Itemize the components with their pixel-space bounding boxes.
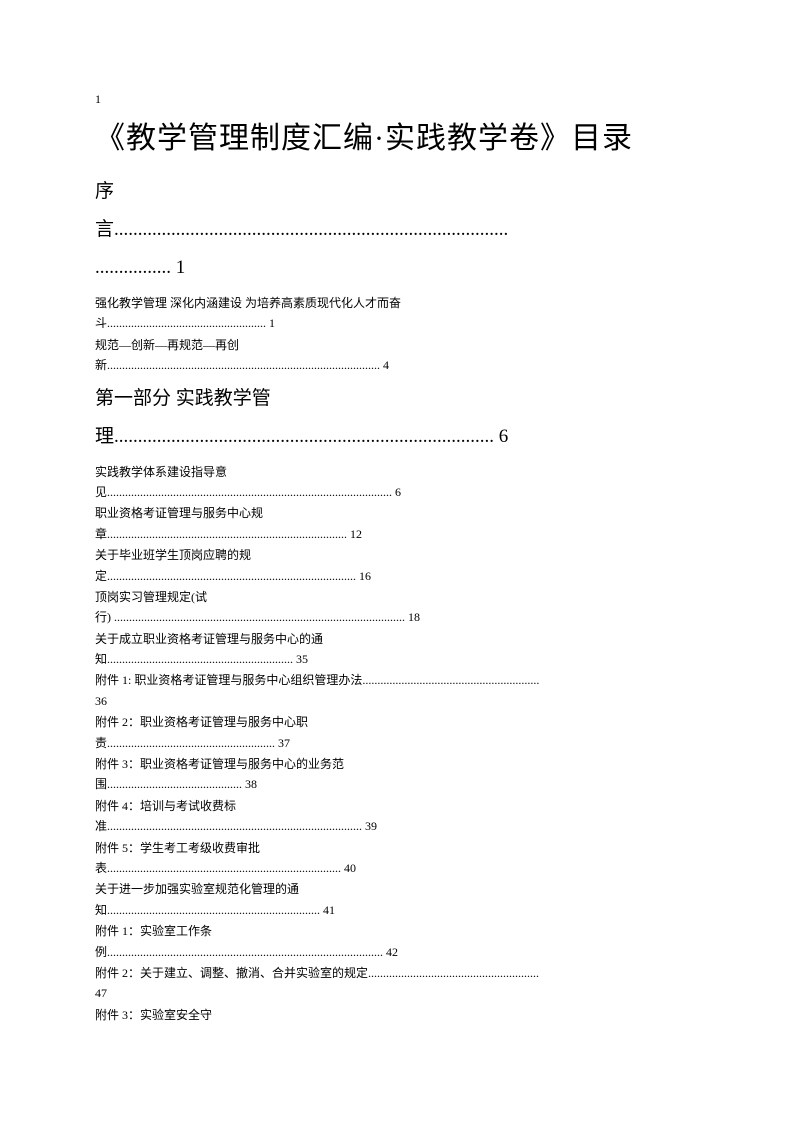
toc-line: 附件 1：实验室工作条	[95, 921, 698, 941]
toc-entry: 附件 3：职业资格考证管理与服务中心的业务范 围................…	[95, 754, 698, 795]
toc-line: 强化教学管理 深化内涵建设 为培养高素质现代化人才而奋	[95, 293, 698, 313]
toc-entry: 附件 2：职业资格考证管理与服务中心职 责...................…	[95, 712, 698, 753]
toc-line: 职业资格考证管理与服务中心规	[95, 503, 698, 523]
part1-heading-line1: 第一部分 实践教学管	[95, 380, 698, 418]
toc-entry: 职业资格考证管理与服务中心规 章........................…	[95, 503, 698, 544]
toc-line: 行) .....................................…	[95, 607, 698, 627]
toc-entry: 附件 5：学生考工考级收费审批 表.......................…	[95, 838, 698, 879]
toc-line: 36	[95, 691, 698, 711]
toc-entry: 顶岗实习管理规定(试 行) ..........................…	[95, 587, 698, 628]
toc-line: 附件 2：关于建立、调整、撤消、合并实验室的规定................…	[95, 963, 698, 983]
toc-line: 关于成立职业资格考证管理与服务中心的通	[95, 629, 698, 649]
toc-line: 顶岗实习管理规定(试	[95, 587, 698, 607]
toc-entry: 附件 2：关于建立、调整、撤消、合并实验室的规定................…	[95, 963, 698, 1004]
part1-heading-line2: 理.......................................…	[95, 418, 698, 456]
toc-line: 附件 5：学生考工考级收费审批	[95, 838, 698, 858]
preface-heading-line2: 言.......................................…	[95, 211, 698, 249]
toc-line: 例.......................................…	[95, 942, 698, 962]
toc-line: 表.......................................…	[95, 858, 698, 878]
toc-entry: 关于成立职业资格考证管理与服务中心的通 知...................…	[95, 629, 698, 670]
toc-line: 知.......................................…	[95, 649, 698, 669]
toc-entry: 关于毕业班学生顶岗应聘的规 定.........................…	[95, 545, 698, 586]
toc-line: 见.......................................…	[95, 482, 698, 502]
toc-line: 附件 1: 职业资格考证管理与服务中心组织管理办法...............…	[95, 670, 698, 690]
toc-line: 47	[95, 983, 698, 1003]
main-title: 《教学管理制度汇编·实践教学卷》目录	[95, 116, 698, 161]
toc-entry: 规范—创新—再规范—再创 新..........................…	[95, 335, 698, 376]
toc-line: 围.......................................…	[95, 774, 698, 794]
toc-line: 实践教学体系建设指导意	[95, 462, 698, 482]
preface-heading-line1: 序	[95, 173, 698, 211]
toc-line: 附件 2：职业资格考证管理与服务中心职	[95, 712, 698, 732]
toc-line: 定.......................................…	[95, 566, 698, 586]
toc-line: 关于进一步加强实验室规范化管理的通	[95, 879, 698, 899]
part1-heading: 第一部分 实践教学管 理............................…	[95, 380, 698, 456]
toc-line: 关于毕业班学生顶岗应聘的规	[95, 545, 698, 565]
toc-line: 责.......................................…	[95, 733, 698, 753]
toc-line: 知.......................................…	[95, 900, 698, 920]
toc-entry: 强化教学管理 深化内涵建设 为培养高素质现代化人才而奋 斗...........…	[95, 293, 698, 334]
toc-line: 附件 4：培训与考试收费标	[95, 796, 698, 816]
toc-entry: 附件 4：培训与考试收费标 准.........................…	[95, 796, 698, 837]
toc-line: 章.......................................…	[95, 524, 698, 544]
toc-entry: 实践教学体系建设指导意 见...........................…	[95, 462, 698, 503]
preface-heading-line3: ................ 1	[95, 249, 698, 287]
toc-entry: 附件 1：实验室工作条 例...........................…	[95, 921, 698, 962]
toc-line: 斗.......................................…	[95, 313, 698, 333]
preface-heading: 序 言.....................................…	[95, 173, 698, 287]
toc-entry: 关于进一步加强实验室规范化管理的通 知.....................…	[95, 879, 698, 920]
toc-line: 新.......................................…	[95, 355, 698, 375]
page-number: 1	[95, 90, 698, 108]
toc-line: 规范—创新—再规范—再创	[95, 335, 698, 355]
toc-entry: 附件 3：实验室安全守	[95, 1005, 698, 1025]
toc-line: 附件 3：实验室安全守	[95, 1005, 698, 1025]
toc-line: 准.......................................…	[95, 816, 698, 836]
toc-entry: 附件 1: 职业资格考证管理与服务中心组织管理办法...............…	[95, 670, 698, 711]
toc-line: 附件 3：职业资格考证管理与服务中心的业务范	[95, 754, 698, 774]
